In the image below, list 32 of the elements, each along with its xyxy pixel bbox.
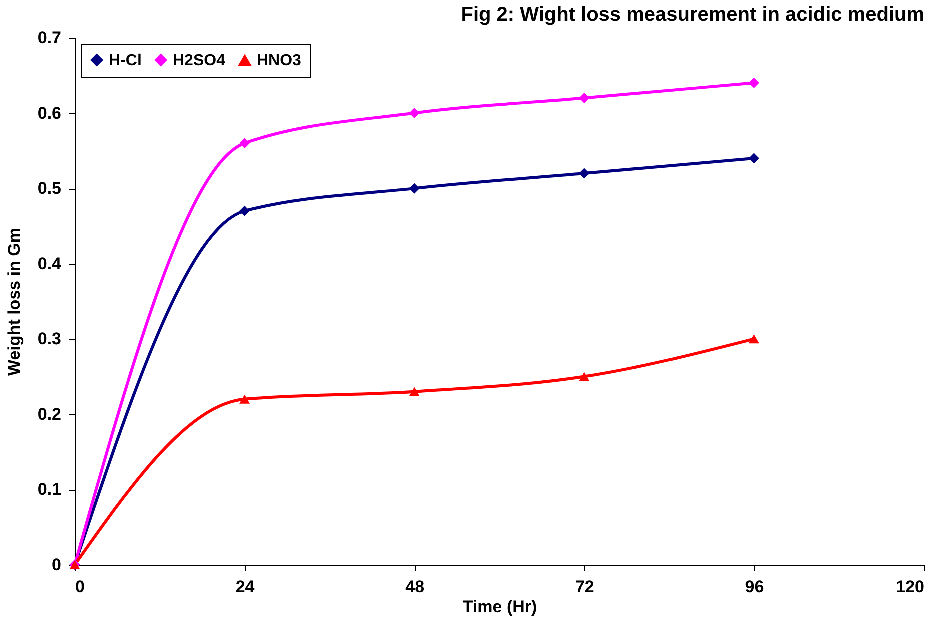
point [579,92,590,104]
x-axis-title: Time (Hr) [462,598,538,616]
y-tick-label: 0.1 [38,480,62,500]
y-tick-label: 0.5 [38,179,62,198]
x-tick-label: 48 [406,578,425,596]
point [748,334,760,344]
point [409,108,420,119]
y-tick-label: 0.3 [38,330,62,349]
point [748,78,760,88]
point [409,183,420,194]
point [748,153,760,164]
point [240,138,250,149]
x-tick-label: 0 [76,578,85,596]
x-tick-label: 72 [575,578,594,596]
y-tick-label: 0.4 [38,254,62,274]
point [579,168,590,179]
y-tick-label: 0.7 [38,28,62,48]
x-tick-label: 96 [745,578,764,596]
point [579,372,590,382]
legend-label: HNO3 [257,52,302,70]
y-tick-label: 0.2 [38,404,62,424]
y-tick-label: 0.6 [38,104,62,123]
y-axis-title: Weight loss in Gm [4,228,24,376]
x-tick-label: 24 [236,578,256,596]
point [240,394,250,404]
y-tick-label: 0 [52,556,62,574]
legend-label: H-Cl [109,52,142,70]
point [240,206,250,216]
point [409,387,420,396]
legend-label: H2SO4 [173,52,226,70]
chart-title: Fig 2: Wight loss measurement in acidic medium [461,4,924,26]
x-tick-label: 120 [896,578,924,596]
